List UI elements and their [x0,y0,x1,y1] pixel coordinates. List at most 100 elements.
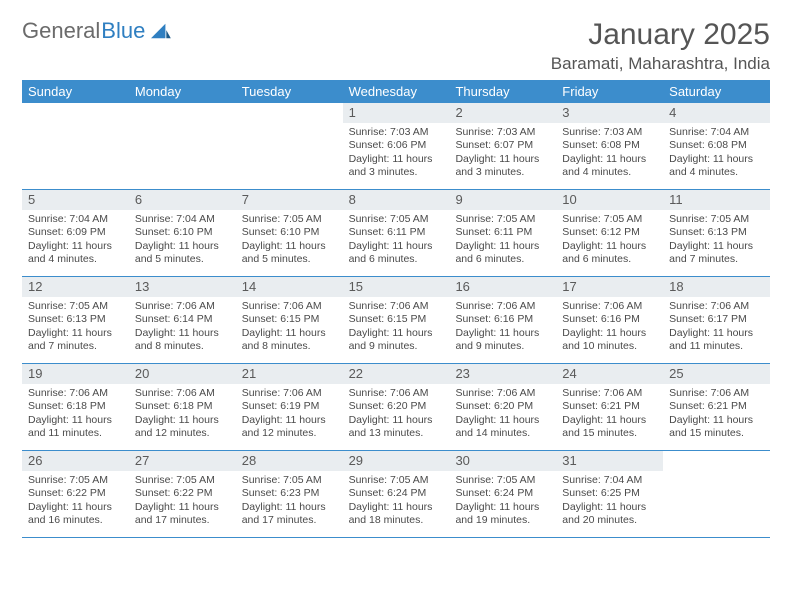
day-cell: 13Sunrise: 7:06 AMSunset: 6:14 PMDayligh… [129,277,236,363]
daylight-text: Daylight: 11 hours and 11 minutes. [669,327,764,353]
sunrise-text: Sunrise: 7:03 AM [455,126,550,139]
daylight-text: Daylight: 11 hours and 10 minutes. [562,327,657,353]
day-cell: 15Sunrise: 7:06 AMSunset: 6:15 PMDayligh… [343,277,450,363]
day-number: 15 [343,277,450,297]
sunset-text: Sunset: 6:24 PM [349,487,444,500]
sunrise-text: Sunrise: 7:06 AM [562,387,657,400]
month-title: January 2025 [551,18,770,52]
sunset-text: Sunset: 6:10 PM [135,226,230,239]
day-number: 11 [663,190,770,210]
day-body: Sunrise: 7:03 AMSunset: 6:07 PMDaylight:… [449,123,556,183]
daylight-text: Daylight: 11 hours and 11 minutes. [28,414,123,440]
daylight-text: Daylight: 11 hours and 20 minutes. [562,501,657,527]
day-body: Sunrise: 7:05 AMSunset: 6:11 PMDaylight:… [343,210,450,270]
sunrise-text: Sunrise: 7:04 AM [135,213,230,226]
day-body: Sunrise: 7:05 AMSunset: 6:24 PMDaylight:… [449,471,556,531]
day-number: 21 [236,364,343,384]
day-cell [129,103,236,189]
day-body: Sunrise: 7:04 AMSunset: 6:08 PMDaylight:… [663,123,770,183]
day-body: Sunrise: 7:06 AMSunset: 6:21 PMDaylight:… [556,384,663,444]
sunrise-text: Sunrise: 7:05 AM [28,474,123,487]
sunset-text: Sunset: 6:11 PM [349,226,444,239]
day-cell [663,451,770,537]
day-cell: 16Sunrise: 7:06 AMSunset: 6:16 PMDayligh… [449,277,556,363]
daylight-text: Daylight: 11 hours and 4 minutes. [28,240,123,266]
sunrise-text: Sunrise: 7:06 AM [242,387,337,400]
day-number: 29 [343,451,450,471]
day-cell: 24Sunrise: 7:06 AMSunset: 6:21 PMDayligh… [556,364,663,450]
day-of-week-cell: Thursday [449,80,556,103]
daylight-text: Daylight: 11 hours and 4 minutes. [562,153,657,179]
sunset-text: Sunset: 6:20 PM [455,400,550,413]
sunrise-text: Sunrise: 7:04 AM [562,474,657,487]
week-row: 1Sunrise: 7:03 AMSunset: 6:06 PMDaylight… [22,103,770,190]
sunrise-text: Sunrise: 7:05 AM [349,213,444,226]
week-row: 5Sunrise: 7:04 AMSunset: 6:09 PMDaylight… [22,190,770,277]
sunset-text: Sunset: 6:22 PM [28,487,123,500]
day-cell: 12Sunrise: 7:05 AMSunset: 6:13 PMDayligh… [22,277,129,363]
day-of-week-cell: Friday [556,80,663,103]
sunset-text: Sunset: 6:20 PM [349,400,444,413]
week-row: 19Sunrise: 7:06 AMSunset: 6:18 PMDayligh… [22,364,770,451]
header-bar: GeneralBlue January 2025 Baramati, Mahar… [22,18,770,74]
daylight-text: Daylight: 11 hours and 4 minutes. [669,153,764,179]
day-cell: 14Sunrise: 7:06 AMSunset: 6:15 PMDayligh… [236,277,343,363]
sunset-text: Sunset: 6:13 PM [28,313,123,326]
day-cell: 3Sunrise: 7:03 AMSunset: 6:08 PMDaylight… [556,103,663,189]
daylight-text: Daylight: 11 hours and 16 minutes. [28,501,123,527]
day-cell: 9Sunrise: 7:05 AMSunset: 6:11 PMDaylight… [449,190,556,276]
day-cell: 22Sunrise: 7:06 AMSunset: 6:20 PMDayligh… [343,364,450,450]
daylight-text: Daylight: 11 hours and 8 minutes. [242,327,337,353]
sunset-text: Sunset: 6:21 PM [562,400,657,413]
day-body: Sunrise: 7:06 AMSunset: 6:16 PMDaylight:… [556,297,663,357]
day-cell: 4Sunrise: 7:04 AMSunset: 6:08 PMDaylight… [663,103,770,189]
daylight-text: Daylight: 11 hours and 15 minutes. [669,414,764,440]
day-number: 12 [22,277,129,297]
sunrise-text: Sunrise: 7:05 AM [135,474,230,487]
day-body: Sunrise: 7:06 AMSunset: 6:16 PMDaylight:… [449,297,556,357]
day-cell: 1Sunrise: 7:03 AMSunset: 6:06 PMDaylight… [343,103,450,189]
day-cell: 2Sunrise: 7:03 AMSunset: 6:07 PMDaylight… [449,103,556,189]
sunset-text: Sunset: 6:18 PM [135,400,230,413]
sunrise-text: Sunrise: 7:03 AM [562,126,657,139]
day-cell: 20Sunrise: 7:06 AMSunset: 6:18 PMDayligh… [129,364,236,450]
day-body: Sunrise: 7:05 AMSunset: 6:13 PMDaylight:… [663,210,770,270]
day-of-week-cell: Saturday [663,80,770,103]
day-body: Sunrise: 7:03 AMSunset: 6:08 PMDaylight:… [556,123,663,183]
daylight-text: Daylight: 11 hours and 17 minutes. [242,501,337,527]
day-body: Sunrise: 7:04 AMSunset: 6:10 PMDaylight:… [129,210,236,270]
sunrise-text: Sunrise: 7:05 AM [562,213,657,226]
day-cell [22,103,129,189]
sunrise-text: Sunrise: 7:06 AM [135,300,230,313]
daylight-text: Daylight: 11 hours and 3 minutes. [349,153,444,179]
day-number: 27 [129,451,236,471]
day-cell: 26Sunrise: 7:05 AMSunset: 6:22 PMDayligh… [22,451,129,537]
day-number: 19 [22,364,129,384]
sunset-text: Sunset: 6:17 PM [669,313,764,326]
sunset-text: Sunset: 6:15 PM [349,313,444,326]
week-row: 12Sunrise: 7:05 AMSunset: 6:13 PMDayligh… [22,277,770,364]
day-cell: 6Sunrise: 7:04 AMSunset: 6:10 PMDaylight… [129,190,236,276]
day-cell: 31Sunrise: 7:04 AMSunset: 6:25 PMDayligh… [556,451,663,537]
day-cell: 18Sunrise: 7:06 AMSunset: 6:17 PMDayligh… [663,277,770,363]
day-cell: 11Sunrise: 7:05 AMSunset: 6:13 PMDayligh… [663,190,770,276]
weeks-container: 1Sunrise: 7:03 AMSunset: 6:06 PMDaylight… [22,103,770,538]
sunset-text: Sunset: 6:08 PM [669,139,764,152]
sunset-text: Sunset: 6:18 PM [28,400,123,413]
day-cell [236,103,343,189]
sunset-text: Sunset: 6:21 PM [669,400,764,413]
sunrise-text: Sunrise: 7:06 AM [562,300,657,313]
day-cell: 28Sunrise: 7:05 AMSunset: 6:23 PMDayligh… [236,451,343,537]
day-body: Sunrise: 7:06 AMSunset: 6:15 PMDaylight:… [343,297,450,357]
daylight-text: Daylight: 11 hours and 5 minutes. [242,240,337,266]
sunset-text: Sunset: 6:14 PM [135,313,230,326]
daylight-text: Daylight: 11 hours and 17 minutes. [135,501,230,527]
daylight-text: Daylight: 11 hours and 18 minutes. [349,501,444,527]
sunset-text: Sunset: 6:07 PM [455,139,550,152]
day-cell: 30Sunrise: 7:05 AMSunset: 6:24 PMDayligh… [449,451,556,537]
day-number: 6 [129,190,236,210]
sunset-text: Sunset: 6:09 PM [28,226,123,239]
logo-text-gray: General [22,18,100,44]
daylight-text: Daylight: 11 hours and 8 minutes. [135,327,230,353]
day-body: Sunrise: 7:05 AMSunset: 6:22 PMDaylight:… [129,471,236,531]
